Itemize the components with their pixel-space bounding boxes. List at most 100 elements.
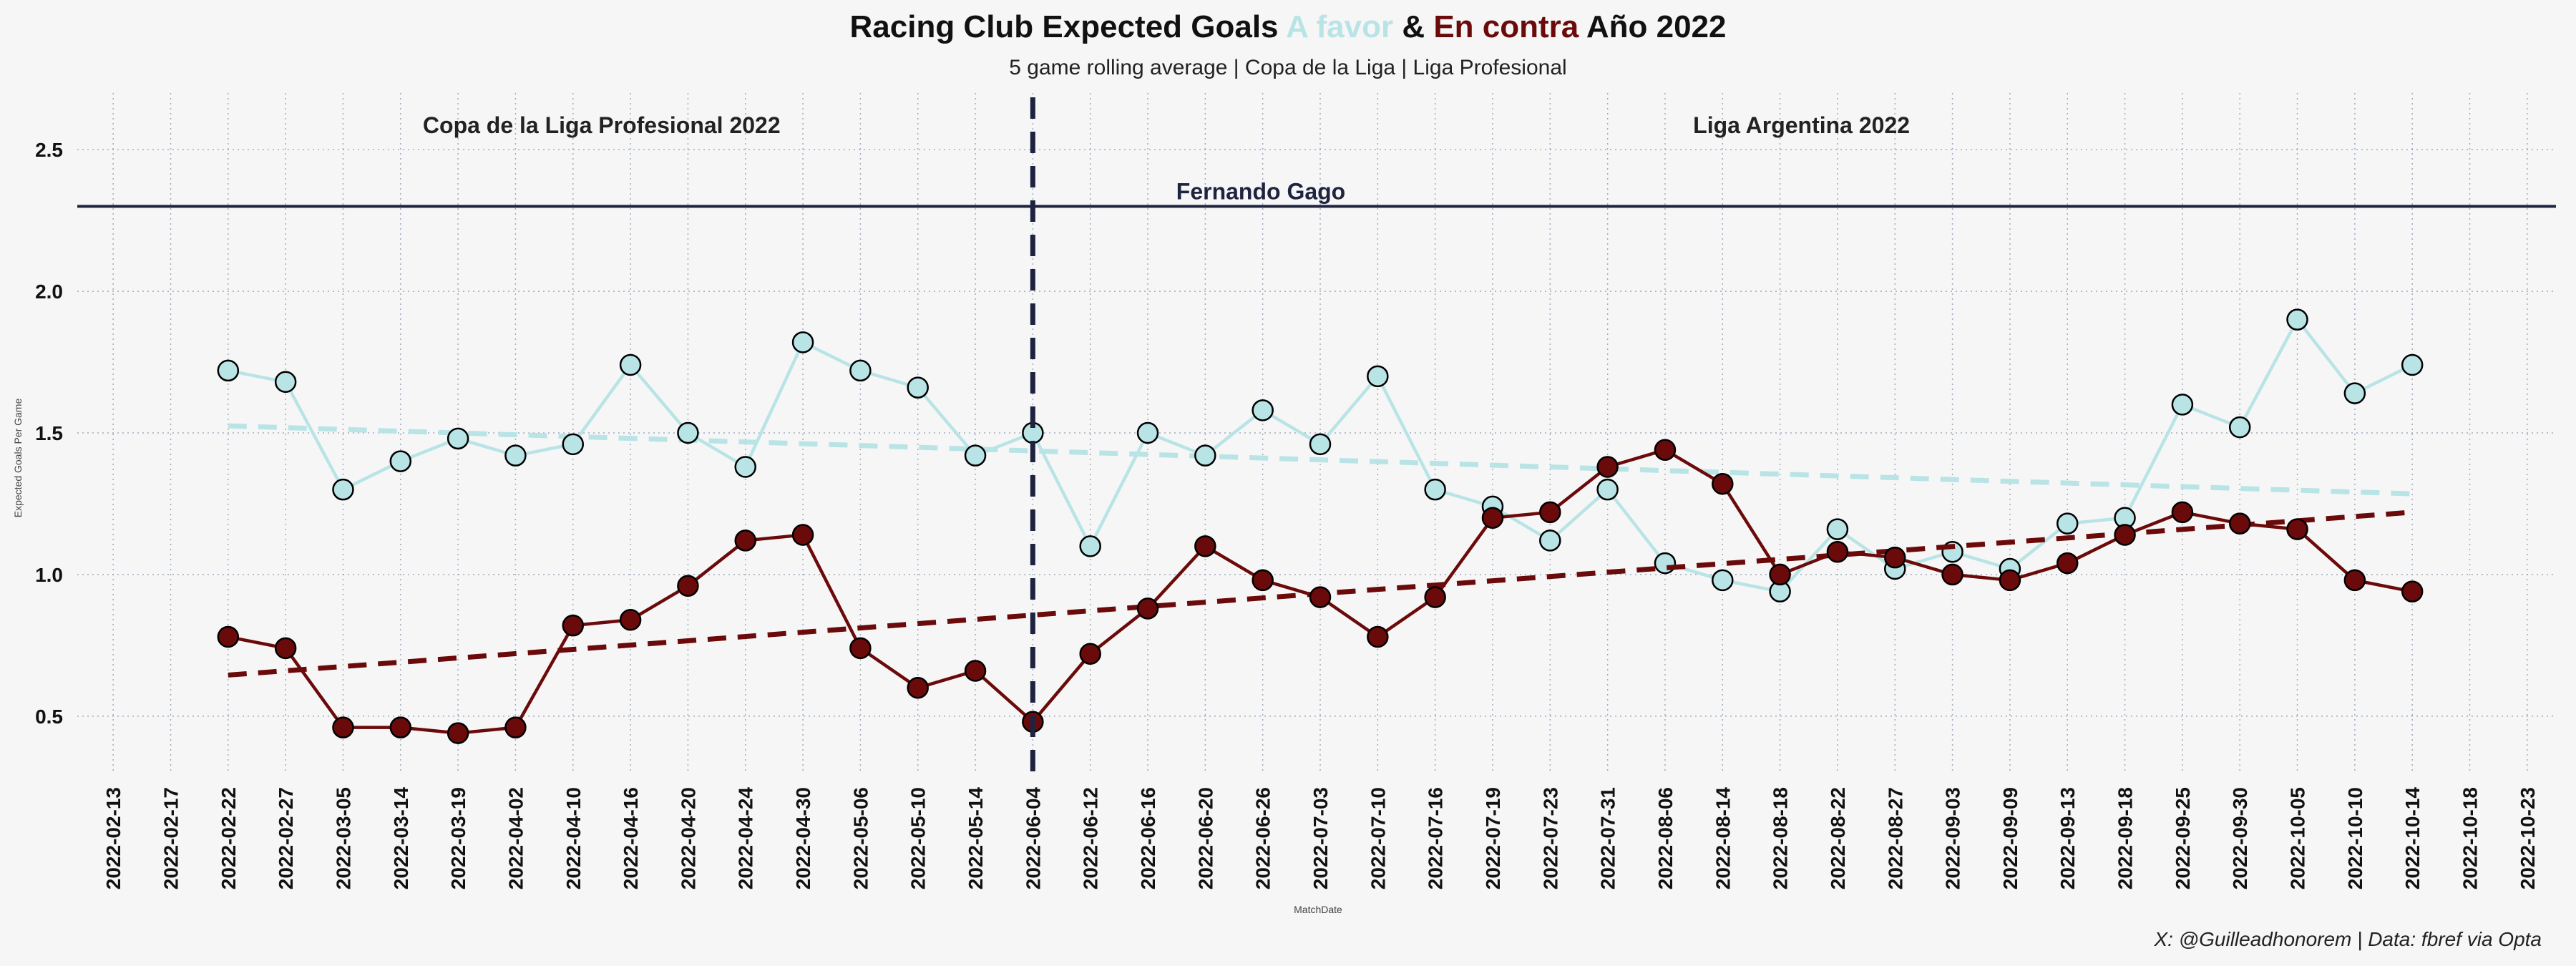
x-tick-label: 2022-07-10 [1367, 787, 1389, 889]
x-tick-label: 2022-10-23 [2517, 787, 2539, 889]
data-point-contra [1194, 535, 1216, 557]
data-point-favor [332, 478, 354, 501]
title-en-contra: En contra [1433, 9, 1579, 44]
x-tick-label: 2022-04-20 [677, 787, 699, 889]
x-tick-label: 2022-09-30 [2229, 787, 2251, 889]
data-point-contra [504, 716, 527, 738]
data-point-contra [562, 614, 585, 637]
data-point-favor [619, 353, 642, 376]
credit-text: X: @Guilleadhonorem | Data: fbref via Op… [2153, 928, 2542, 950]
chart-subtitle: 5 game rolling average | Copa de la Liga… [1009, 56, 1566, 79]
data-point-contra [1367, 625, 1389, 648]
data-point-contra [1252, 569, 1274, 592]
data-point-contra [2286, 518, 2308, 540]
data-point-contra [1941, 563, 1963, 586]
x-tick-label: 2022-07-19 [1482, 787, 1504, 889]
data-point-contra [1712, 473, 1734, 495]
title-part-3: & [1393, 9, 1433, 44]
data-point-favor [447, 427, 469, 450]
data-point-favor [907, 376, 929, 399]
data-point-contra [447, 722, 469, 744]
data-point-favor [1596, 478, 1619, 501]
x-tick-label: 2022-07-31 [1597, 787, 1619, 889]
data-point-favor [1079, 535, 1101, 557]
data-point-favor [2228, 416, 2251, 439]
data-point-favor [964, 444, 987, 467]
data-point-contra [1654, 439, 1677, 461]
x-tick-label: 2022-08-06 [1654, 787, 1677, 889]
data-point-contra [1136, 597, 1159, 620]
data-point-contra [791, 524, 814, 546]
data-point-contra [389, 716, 412, 738]
data-point-favor [1712, 569, 1734, 592]
series-line-favor [228, 316, 2414, 594]
data-point-favor [2056, 512, 2079, 535]
x-tick-label: 2022-05-10 [907, 787, 930, 889]
x-tick-label: 2022-10-10 [2344, 787, 2366, 889]
x-tick-label: 2022-04-16 [620, 787, 642, 889]
x-tick-label: 2022-08-22 [1827, 787, 1849, 889]
data-point-contra [1539, 501, 1561, 524]
data-point-favor [1424, 478, 1446, 501]
title-part-5: Año 2022 [1579, 9, 1726, 44]
x-tick-label: 2022-07-16 [1425, 787, 1447, 889]
data-point-contra [1424, 586, 1446, 608]
data-point-favor [274, 371, 297, 393]
series-layer [217, 308, 2424, 744]
y-axis-ticks: 0.5 1.0 1.5 2.0 2.5 [35, 139, 63, 728]
section-label-copa: Copa de la Liga Profesional 2022 [423, 112, 781, 138]
section-label-liga: Liga Argentina 2022 [1693, 112, 1910, 138]
data-point-favor [1136, 421, 1159, 444]
data-point-contra [1481, 507, 1504, 529]
y-tick-label: 2.0 [35, 280, 63, 303]
x-tick-label: 2022-02-17 [160, 787, 182, 889]
x-tick-label: 2022-07-23 [1539, 787, 1561, 889]
data-point-contra [2401, 580, 2424, 602]
data-point-contra [1596, 456, 1619, 478]
data-point-favor [1654, 552, 1677, 575]
x-tick-label: 2022-02-27 [275, 787, 297, 889]
y-tick-label: 2.5 [35, 139, 63, 161]
x-tick-label: 2022-03-19 [447, 787, 469, 889]
data-point-contra [964, 660, 987, 682]
x-tick-label: 2022-10-18 [2459, 787, 2482, 889]
data-point-favor [2343, 382, 2366, 404]
data-point-favor [849, 359, 872, 382]
x-tick-label: 2022-03-14 [390, 787, 412, 890]
data-point-contra [2056, 552, 2079, 575]
data-point-contra [1999, 569, 2021, 592]
x-tick-label: 2022-06-16 [1137, 787, 1159, 889]
data-point-contra [734, 530, 756, 552]
data-point-contra [677, 575, 699, 597]
data-point-favor [1309, 433, 1332, 456]
x-tick-label: 2022-09-03 [1942, 787, 1964, 889]
data-point-contra [2343, 569, 2366, 592]
chart-title: Racing Club Expected Goals A favor & En … [850, 9, 1727, 44]
y-tick-label: 1.0 [35, 564, 63, 586]
x-tick-label: 2022-09-13 [2057, 787, 2079, 889]
title-a-favor: A favor [1286, 9, 1393, 44]
x-tick-label: 2022-09-25 [2172, 787, 2194, 889]
data-point-favor [562, 433, 585, 456]
data-point-favor [677, 421, 699, 444]
x-tick-label: 2022-09-18 [2114, 787, 2137, 889]
data-point-favor [2171, 394, 2194, 416]
data-point-favor [1367, 365, 1389, 388]
x-tick-label: 2022-02-22 [218, 787, 240, 889]
title-part-1: Racing Club Expected Goals [850, 9, 1287, 44]
y-tick-label: 1.5 [35, 422, 63, 444]
data-point-contra [1826, 541, 1849, 563]
data-point-contra [217, 625, 240, 648]
x-tick-label: 2022-02-13 [102, 787, 125, 889]
x-tick-label: 2022-10-14 [2401, 787, 2424, 890]
x-tick-label: 2022-03-05 [332, 787, 354, 889]
x-tick-label: 2022-07-03 [1309, 787, 1332, 889]
data-point-favor [734, 456, 756, 478]
data-point-contra [849, 637, 872, 660]
data-point-contra [332, 716, 354, 738]
x-tick-label: 2022-04-24 [735, 787, 757, 890]
x-tick-label: 2022-06-20 [1194, 787, 1216, 889]
data-point-favor [1826, 518, 1849, 540]
x-tick-label: 2022-05-14 [965, 787, 987, 890]
